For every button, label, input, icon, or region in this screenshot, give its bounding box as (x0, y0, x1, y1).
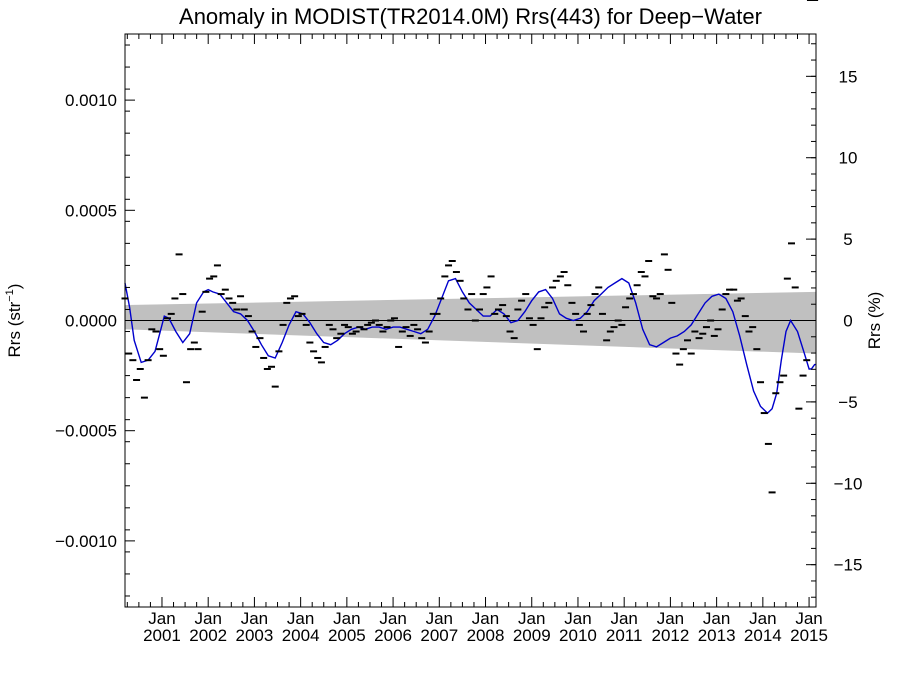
x-tick-year: 2009 (513, 626, 551, 645)
x-tick-month: Jan (194, 609, 221, 628)
x-tick-month: Jan (148, 609, 175, 628)
x-tick-month: Jan (287, 609, 314, 628)
x-tick-month: Jan (379, 609, 406, 628)
x-tick-year: 2013 (698, 626, 736, 645)
x-tick-year: 2014 (744, 626, 782, 645)
x-tick-month: Jan (333, 609, 360, 628)
x-tick-year: 2002 (189, 626, 227, 645)
y-right-tick-label: 0 (843, 312, 852, 331)
y-tick-label: 0.0000 (65, 312, 117, 331)
y-right-tick-label: 15 (839, 67, 858, 86)
x-tick-month: Jan (564, 609, 591, 628)
x-tick-month: Jan (610, 609, 637, 628)
x-tick-month: Jan (518, 609, 545, 628)
y-right-tick-label: −5 (838, 393, 857, 412)
axis-ticks (125, 34, 816, 607)
y-tick-label: 0.0010 (65, 91, 117, 110)
y-right-tick-label: 5 (843, 230, 852, 249)
x-tick-month: Jan (657, 609, 684, 628)
x-tick-year: 2007 (420, 626, 458, 645)
x-tick-year: 2001 (143, 626, 181, 645)
x-tick-year: 2011 (606, 626, 643, 645)
trend-band-layer (125, 291, 816, 354)
y-axis-label-left: Rrs (str−1) (4, 284, 24, 358)
y-right-tick-label: −10 (834, 474, 863, 493)
y-tick-label: −0.0005 (55, 422, 117, 441)
tick-labels: 0.0010 0.0005 0.0000 −0.0005 −0.0010 15 10 5 0 −5… (55, 67, 862, 645)
trend-band (125, 291, 816, 354)
x-tick-year: 2010 (559, 626, 597, 645)
y-tick-label: 0.0005 (65, 201, 117, 220)
x-tick-month: Jan (472, 609, 499, 628)
y-right-tick-label: 10 (839, 149, 858, 168)
x-tick-year: 2008 (467, 626, 505, 645)
y-axis-label-superscript: −1 (4, 289, 16, 302)
y-right-tick-label: −15 (834, 556, 863, 575)
y-tick-label: −0.0010 (55, 532, 117, 551)
x-tick-year: 2015 (790, 626, 828, 645)
x-tick-month: Jan (749, 609, 776, 628)
x-tick-month: Jan (795, 609, 822, 628)
chart-title: Anomaly in MODIST(TR2014.0M) Rrs(443) fo… (179, 4, 762, 29)
x-tick-month: Jan (703, 609, 730, 628)
x-tick-year: 2012 (651, 626, 689, 645)
y-axis-label-main: Rrs (str (5, 301, 24, 357)
x-tick-year: 2005 (328, 626, 366, 645)
x-tick-year: 2003 (236, 626, 274, 645)
x-tick-month: Jan (426, 609, 453, 628)
x-tick-year: 2004 (282, 626, 320, 645)
x-tick-month: Jan (241, 609, 268, 628)
data-points-layer (121, 0, 819, 494)
y-axis-label-suffix: ) (5, 284, 24, 290)
x-tick-year: 2006 (374, 626, 412, 645)
y-axis-label-right: Rrs (%) (865, 292, 884, 350)
